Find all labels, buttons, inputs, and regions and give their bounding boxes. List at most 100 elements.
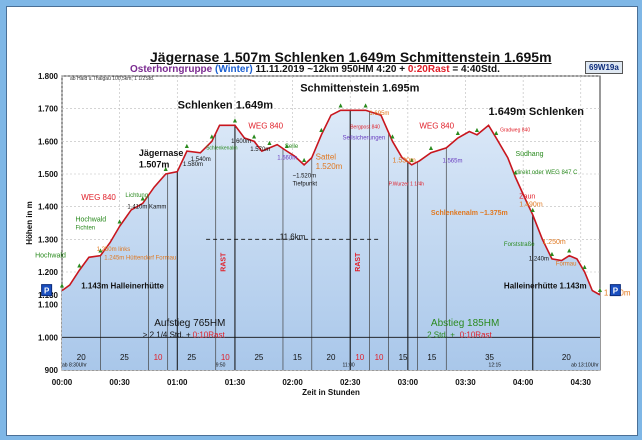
annotation-label: Südhang (515, 151, 543, 158)
annotation-label: WEG 840 (419, 121, 454, 130)
annotation-label: 1.600m (231, 139, 251, 145)
annotation-label: Fichten (75, 226, 95, 232)
annotation-label: P.Wurzer 1 1/4h (389, 181, 425, 187)
tree-marker: ▲ (529, 207, 536, 214)
tree-marker: ▲ (566, 248, 573, 255)
x-tick-label: 01:30 (225, 378, 246, 387)
segment-minutes: 10 (154, 353, 163, 362)
annotation-label: Halleinerhütte 1.143m (504, 281, 587, 290)
tree-marker: ▲ (116, 218, 123, 225)
annotation-label: Bergpost 840 (350, 124, 380, 130)
annotation-label: Gradweg 840 (500, 128, 530, 134)
tree-marker: ▲ (512, 169, 519, 176)
annotation-label: Jägernase (139, 148, 184, 158)
annotation-label: 1.520m (316, 162, 343, 171)
y-tick-label: 1.700 (38, 105, 59, 114)
annotation-label: 1.560m (277, 155, 297, 161)
annotation-label: ~1.520m (293, 173, 317, 179)
y-tick-label: 1.200 (38, 268, 59, 277)
segment-minutes: 15 (399, 353, 408, 362)
annotation-label: 1.565m (442, 159, 462, 165)
segment-minutes: 20 (327, 353, 336, 362)
y-tick-label: 1.000 (38, 333, 59, 342)
annotation-label: 11:00 (343, 363, 355, 369)
annotation-label: 1.580m (183, 162, 203, 168)
parking-label: P (44, 287, 50, 296)
annotation-label: 2 Std. + (427, 330, 455, 339)
annotation-label: 0:10Rast (193, 330, 226, 339)
tour-badge: 69W19a (585, 61, 623, 74)
tree-marker: ▲ (548, 251, 555, 258)
annotation-label: 1.570m (250, 147, 270, 153)
tree-marker: ▲ (183, 143, 190, 150)
x-tick-label: 02:00 (282, 378, 303, 387)
y-tick-label: 1.400 (38, 203, 59, 212)
annotation-label: 1.250m links (97, 247, 131, 253)
segment-minutes: 25 (254, 353, 263, 362)
annotation-label: 9:50 (216, 363, 226, 369)
tree-marker: ▲ (266, 140, 273, 147)
annotation-label: ab 8:30Uhr (62, 363, 87, 369)
subtitle-info: 11.11.2019 ~12km 950HM 4:20 + (255, 64, 406, 75)
tree-marker: ▲ (474, 127, 481, 134)
y-tick-label: 1.500 (38, 170, 59, 179)
x-tick-label: 04:30 (571, 378, 592, 387)
rast-label: RAST (220, 252, 227, 272)
parking-icon (41, 284, 53, 297)
annotation-label: ab 13:10Uhr (571, 363, 599, 369)
annotation-label: Aufstieg 765HM (154, 318, 225, 329)
annotation-label: 11,6km (280, 232, 306, 241)
y-tick-label: 900 (45, 366, 59, 375)
x-tick-label: 03:30 (455, 378, 476, 387)
y-tick-label: 1.600 (38, 137, 59, 146)
subtitle-group: Osterhorngruppe (130, 64, 213, 75)
x-tick-label: 04:00 (513, 378, 534, 387)
tree-marker: ▲ (493, 130, 500, 137)
tree-marker: ▲ (97, 248, 104, 255)
profile-area (62, 110, 600, 371)
annotation-label: 0:10Rast (460, 330, 493, 339)
annotation-label: 1.490m (519, 202, 543, 209)
tree-marker: ▲ (301, 157, 308, 164)
start-note: ab Hald u.Thalgau 100,5km; 1 1/2Std. (70, 76, 155, 82)
annotation-label: Zaun (519, 194, 535, 201)
annotation-label: 1.649m Schlenken (489, 106, 585, 118)
segment-minutes: 10 (221, 353, 230, 362)
x-tick-label: 00:30 (109, 378, 130, 387)
segment-minutes: 15 (293, 353, 302, 362)
tree-marker: ▲ (389, 133, 396, 140)
annotation-label: 1.143m Halleinerhütte (81, 281, 164, 290)
tree-marker: ▲ (231, 117, 238, 124)
tree-marker: ▲ (337, 102, 344, 109)
tree-marker: ▲ (76, 262, 83, 269)
chart-subtitle: Osterhorngruppe (Winter) 11.11.2019 ~12k… (130, 64, 500, 75)
tree-marker: ▲ (162, 166, 169, 173)
tree-marker: ▲ (283, 143, 290, 150)
subtitle-rast: 0:20Rast (407, 64, 450, 75)
parking-icon (609, 284, 621, 297)
annotation-label: Tiefpunkt (293, 181, 318, 187)
y-tick-label: 1.300 (38, 235, 59, 244)
tree-marker: ▲ (362, 102, 369, 109)
annotation-label: 1.240m (529, 257, 549, 263)
annotation-label: 1.410m Kamm (127, 204, 166, 210)
tree-marker: ▲ (251, 133, 258, 140)
annotation-label: Hochwald (75, 216, 106, 223)
annotation-label: Lichtung (125, 193, 148, 199)
segment-minutes: 20 (77, 353, 86, 362)
annotation-label: WEG 840 (248, 121, 283, 130)
annotation-label: Abstieg 185HM (431, 318, 499, 329)
annotation-label: direkt oder WEG 847 C (515, 170, 578, 176)
annotation-label: Sattel (316, 152, 337, 161)
annotation-label: 1.507m (139, 159, 170, 169)
annotation-label: WEG 840 (81, 193, 116, 202)
annotation-label: 1.540m (191, 157, 211, 163)
tree-marker: ▲ (581, 264, 588, 271)
tree-marker: ▲ (408, 157, 415, 164)
annotation-label: Hochwald (35, 252, 66, 259)
annotation-label: Seile (285, 144, 299, 150)
tree-marker: ▲ (454, 130, 461, 137)
parking-label: P (613, 287, 619, 296)
